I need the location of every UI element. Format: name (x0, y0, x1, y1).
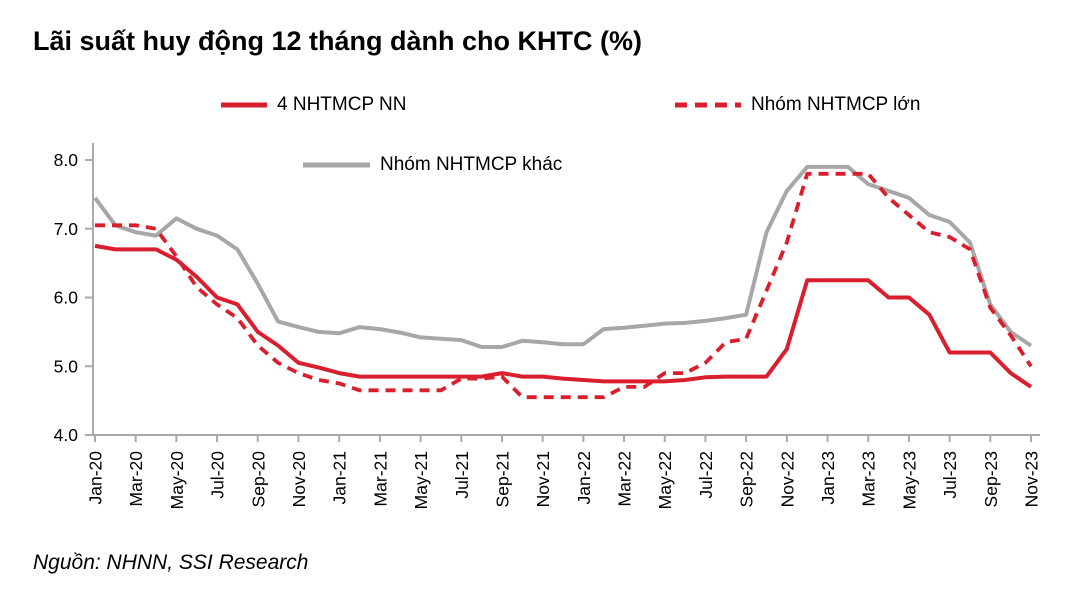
page-title: Lãi suất huy động 12 tháng dành cho KHTC… (33, 26, 643, 56)
source-note: Nguồn: NHNN, SSI Research (33, 551, 309, 574)
series-line-2 (93, 164, 1033, 349)
x-axis-label: May-23 (899, 451, 919, 509)
y-axis-label: 5.0 (54, 356, 79, 376)
y-axis-label: 4.0 (54, 425, 79, 445)
x-axis-label: May-21 (411, 451, 431, 509)
legend-item-solid-red: 4 NHTMCP NN (220, 94, 407, 116)
x-axis-label: Nov-20 (289, 451, 309, 508)
x-axis-label: May-20 (167, 451, 187, 510)
x-axis-label: Jan-20 (86, 451, 106, 505)
x-axis-label: Jan-23 (818, 451, 838, 505)
x-axis-label: Nov-21 (533, 451, 553, 507)
legend-label: Nhóm NHTMCP lớn (751, 94, 921, 115)
x-axis-label: Nov-23 (1022, 451, 1042, 507)
series-line-1 (95, 171, 1033, 400)
x-axis-label: Mar-20 (126, 451, 146, 507)
y-axis-label: 7.0 (54, 219, 79, 239)
legend-dashed-red-line-icon (675, 102, 741, 108)
x-axis-label: May-22 (655, 451, 675, 509)
axis-lines (92, 143, 1040, 436)
legend-solid-red-line-icon (221, 102, 267, 108)
x-axis-label: Jul-21 (452, 451, 472, 499)
legend-label: 4 NHTMCP NN (277, 94, 407, 115)
legend-item-solid-gray: Nhóm NHTMCP khác (302, 154, 562, 176)
y-axis-label: 6.0 (54, 288, 79, 308)
y-axis-label: 8.0 (54, 150, 79, 170)
x-axis-label: Jul-22 (696, 451, 716, 499)
x-axis-label: Nov-22 (777, 451, 797, 507)
series-line-0 (94, 243, 1033, 389)
x-axis-label: Sep-23 (981, 451, 1001, 507)
x-axis-label: Jan-22 (574, 451, 594, 505)
legend-gray-line-icon (303, 162, 370, 168)
x-axis-label: Jan-21 (330, 451, 350, 505)
x-axis-label: Sep-21 (492, 451, 512, 507)
legend-item-dashed-red: Nhóm NHTMCP lớn (674, 94, 920, 116)
x-axis-label: Jul-20 (208, 451, 228, 499)
x-axis-label: Mar-23 (859, 451, 879, 506)
x-axis-label: Sep-22 (737, 451, 757, 507)
legend-label: Nhóm NHTMCP khác (380, 154, 563, 175)
x-axis-label: Sep-20 (248, 451, 268, 508)
x-axis-label: Mar-22 (615, 451, 635, 506)
x-axis-label: Mar-21 (370, 451, 390, 506)
x-axis-label: Jul-23 (940, 451, 960, 499)
